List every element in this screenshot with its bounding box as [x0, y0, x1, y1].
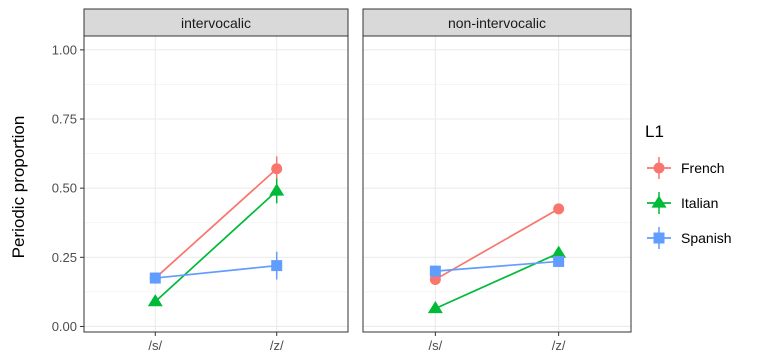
series-line — [154, 168, 278, 279]
data-point — [147, 294, 163, 307]
panel-strip-label: intervocalic — [181, 15, 251, 31]
data-point — [429, 273, 441, 285]
series-line — [434, 208, 560, 281]
data-point — [269, 183, 285, 196]
series-spanish — [429, 255, 565, 277]
data-point — [271, 163, 283, 175]
legend-key-marker — [651, 195, 667, 208]
data-point — [427, 300, 443, 314]
x-tick-label: /s/ — [428, 338, 442, 353]
panel-strip — [83, 8, 349, 37]
y-tick-label: 0.50 — [52, 181, 77, 196]
panels: intervocalic/s/ /z/non-intervocalic/s/ /z/ — [83, 8, 632, 353]
panel-border — [83, 35, 349, 333]
series-italian — [147, 178, 285, 307]
legend: L1 French Italian Spanish — [645, 122, 732, 249]
y-tick-label: 0.25 — [52, 250, 77, 265]
panel-background — [84, 36, 348, 332]
series-line — [155, 264, 277, 279]
legend-item-french: French — [647, 157, 725, 179]
panel-strip-label: non-intervocalic — [448, 15, 546, 31]
legend-item-spanish: Spanish — [647, 227, 732, 249]
y-axis-title: Periodic proportion — [9, 116, 28, 259]
legend-key-marker — [653, 232, 665, 244]
x-tick-label: /z/ — [270, 338, 284, 353]
x-tick-label: /z/ — [552, 338, 566, 353]
y-tick-label: 0.00 — [52, 319, 77, 334]
panel-background — [363, 36, 631, 332]
legend-label: Italian — [681, 195, 718, 211]
legend-label: Spanish — [681, 230, 732, 246]
legend-title: L1 — [645, 122, 664, 141]
panel-1: non-intervocalic/s/ /z/ — [362, 8, 632, 353]
series-spanish — [149, 251, 283, 284]
legend-key-marker — [653, 162, 665, 174]
legend-item-italian: Italian — [647, 192, 718, 214]
data-point — [271, 260, 283, 272]
series-line — [435, 260, 559, 272]
panel-0: intervocalic/s/ /z/ — [83, 8, 349, 353]
x-tick-label: /s/ — [148, 338, 162, 353]
data-point — [553, 203, 565, 215]
y-tick-label: 1.00 — [52, 42, 77, 57]
series-french — [429, 203, 565, 285]
data-point — [429, 265, 441, 277]
data-point — [553, 255, 565, 267]
panel-border — [362, 35, 632, 333]
y-axis: 0.00 0.25 0.50 0.75 1.00 — [52, 42, 84, 334]
data-point — [551, 245, 567, 258]
data-point — [149, 272, 161, 284]
y-tick-label: 0.75 — [52, 111, 77, 126]
legend-label: French — [681, 160, 725, 176]
series-line — [154, 190, 278, 303]
